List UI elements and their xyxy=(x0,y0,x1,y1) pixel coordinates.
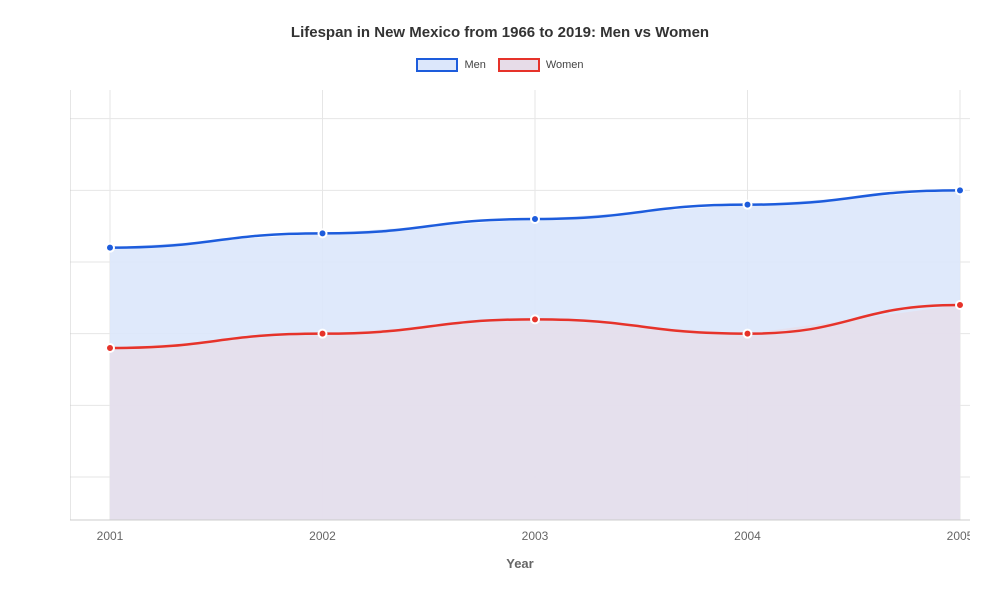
data-marker xyxy=(106,344,114,352)
data-marker xyxy=(319,229,327,237)
legend-swatch xyxy=(416,58,458,72)
legend-item: Men xyxy=(416,58,485,72)
data-marker xyxy=(956,301,964,309)
plot-area: 60657075808520012002200320042005AgeYear xyxy=(70,90,970,580)
data-marker xyxy=(531,215,539,223)
legend-swatch xyxy=(498,58,540,72)
chart-title: Lifespan in New Mexico from 1966 to 2019… xyxy=(0,24,1000,41)
legend-label: Women xyxy=(546,59,584,71)
x-axis-title: Year xyxy=(506,556,533,571)
x-tick-label: 2002 xyxy=(309,529,336,543)
x-tick-label: 2001 xyxy=(97,529,124,543)
legend: Men Women xyxy=(0,58,1000,72)
legend-item: Women xyxy=(498,58,584,72)
x-tick-label: 2003 xyxy=(522,529,549,543)
data-marker xyxy=(744,201,752,209)
chart-container: Lifespan in New Mexico from 1966 to 2019… xyxy=(0,0,1000,600)
data-marker xyxy=(319,330,327,338)
data-marker xyxy=(956,186,964,194)
data-marker xyxy=(744,330,752,338)
data-marker xyxy=(106,244,114,252)
data-marker xyxy=(531,315,539,323)
legend-label: Men xyxy=(464,59,485,71)
x-tick-label: 2004 xyxy=(734,529,761,543)
x-tick-label: 2005 xyxy=(947,529,970,543)
